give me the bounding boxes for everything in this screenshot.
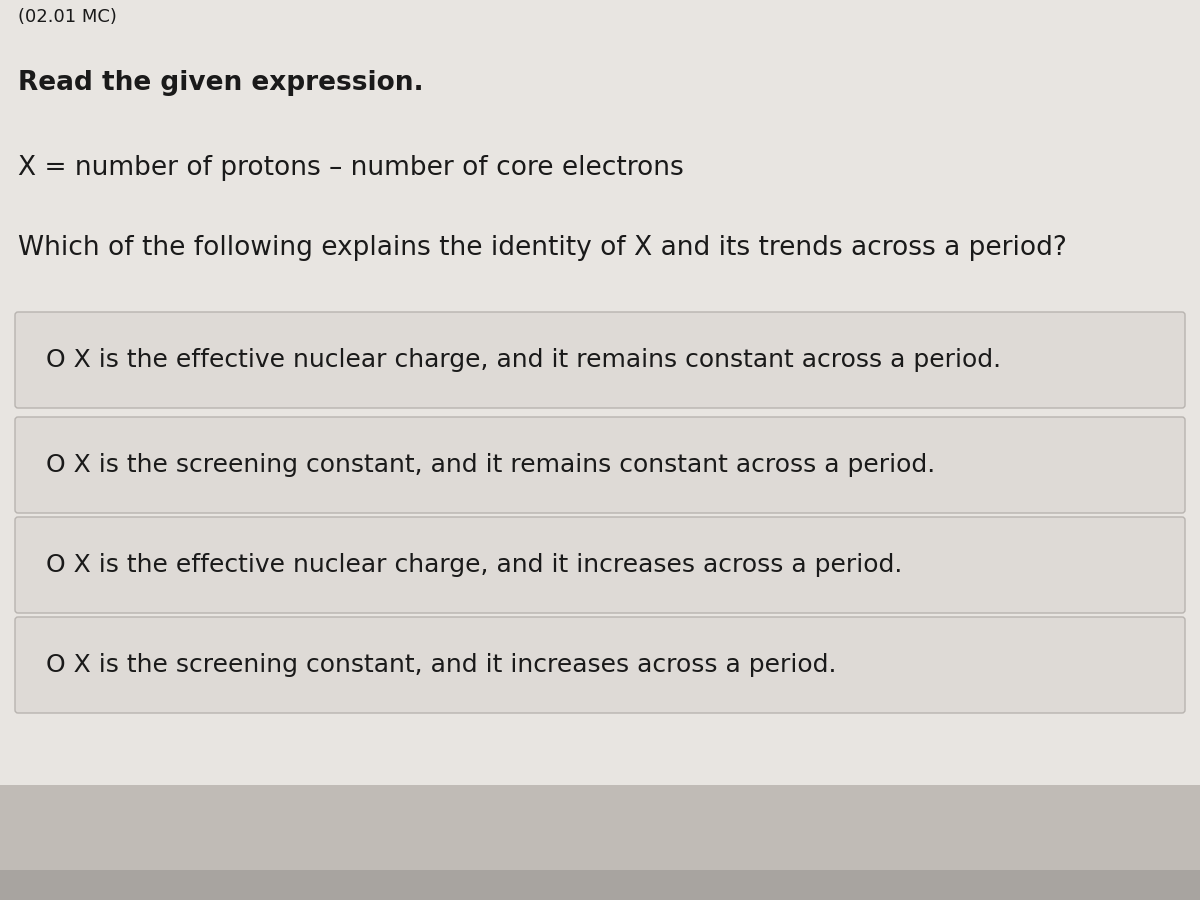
FancyBboxPatch shape bbox=[14, 417, 1186, 513]
FancyBboxPatch shape bbox=[14, 617, 1186, 713]
Text: Which of the following explains the identity of X and its trends across a period: Which of the following explains the iden… bbox=[18, 235, 1067, 261]
Text: X = number of protons – number of core electrons: X = number of protons – number of core e… bbox=[18, 155, 684, 181]
Text: O X is the effective nuclear charge, and it remains constant across a period.: O X is the effective nuclear charge, and… bbox=[46, 348, 1001, 372]
Text: O X is the screening constant, and it increases across a period.: O X is the screening constant, and it in… bbox=[46, 653, 836, 677]
Bar bbox=[0, 870, 1200, 900]
FancyBboxPatch shape bbox=[14, 517, 1186, 613]
Text: O X is the screening constant, and it remains constant across a period.: O X is the screening constant, and it re… bbox=[46, 453, 935, 477]
Text: Read the given expression.: Read the given expression. bbox=[18, 70, 424, 96]
Text: (02.01 MC): (02.01 MC) bbox=[18, 8, 116, 26]
Bar bbox=[0, 785, 1200, 900]
Text: O X is the effective nuclear charge, and it increases across a period.: O X is the effective nuclear charge, and… bbox=[46, 553, 902, 577]
FancyBboxPatch shape bbox=[14, 312, 1186, 408]
